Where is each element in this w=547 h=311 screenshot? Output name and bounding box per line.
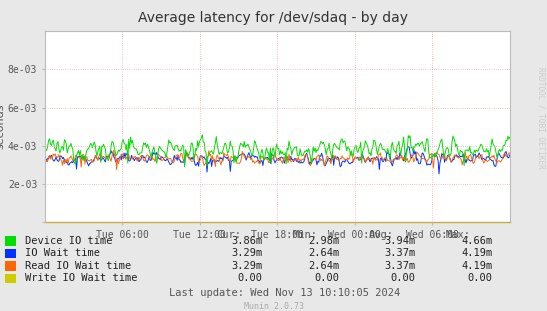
Text: Average latency for /dev/sdaq - by day: Average latency for /dev/sdaq - by day — [138, 11, 409, 25]
Text: 0.00: 0.00 — [391, 273, 416, 283]
Text: 4.19m: 4.19m — [461, 261, 492, 271]
Text: 2.98m: 2.98m — [308, 236, 339, 246]
Text: Munin 2.0.73: Munin 2.0.73 — [243, 302, 304, 311]
Text: 3.86m: 3.86m — [231, 236, 263, 246]
Text: RRDTOOL / TOBI OETIKER: RRDTOOL / TOBI OETIKER — [537, 67, 546, 169]
Text: 0.00: 0.00 — [314, 273, 339, 283]
Text: 2.64m: 2.64m — [308, 261, 339, 271]
Text: Max:: Max: — [446, 230, 471, 240]
Text: 3.37m: 3.37m — [385, 248, 416, 258]
Text: 2.64m: 2.64m — [308, 248, 339, 258]
Text: Read IO Wait time: Read IO Wait time — [25, 261, 131, 271]
Text: Last update: Wed Nov 13 10:10:05 2024: Last update: Wed Nov 13 10:10:05 2024 — [169, 288, 400, 298]
Text: 0.00: 0.00 — [237, 273, 263, 283]
Y-axis label: seconds: seconds — [0, 104, 5, 150]
Text: Cur:: Cur: — [216, 230, 241, 240]
Text: IO Wait time: IO Wait time — [25, 248, 100, 258]
Text: 3.29m: 3.29m — [231, 261, 263, 271]
Text: Avg:: Avg: — [369, 230, 394, 240]
Text: 3.94m: 3.94m — [385, 236, 416, 246]
Text: 3.37m: 3.37m — [385, 261, 416, 271]
Text: Min:: Min: — [293, 230, 318, 240]
Text: 4.66m: 4.66m — [461, 236, 492, 246]
Text: Device IO time: Device IO time — [25, 236, 112, 246]
Text: Write IO Wait time: Write IO Wait time — [25, 273, 137, 283]
Text: 4.19m: 4.19m — [461, 248, 492, 258]
Text: 3.29m: 3.29m — [231, 248, 263, 258]
Text: 0.00: 0.00 — [467, 273, 492, 283]
